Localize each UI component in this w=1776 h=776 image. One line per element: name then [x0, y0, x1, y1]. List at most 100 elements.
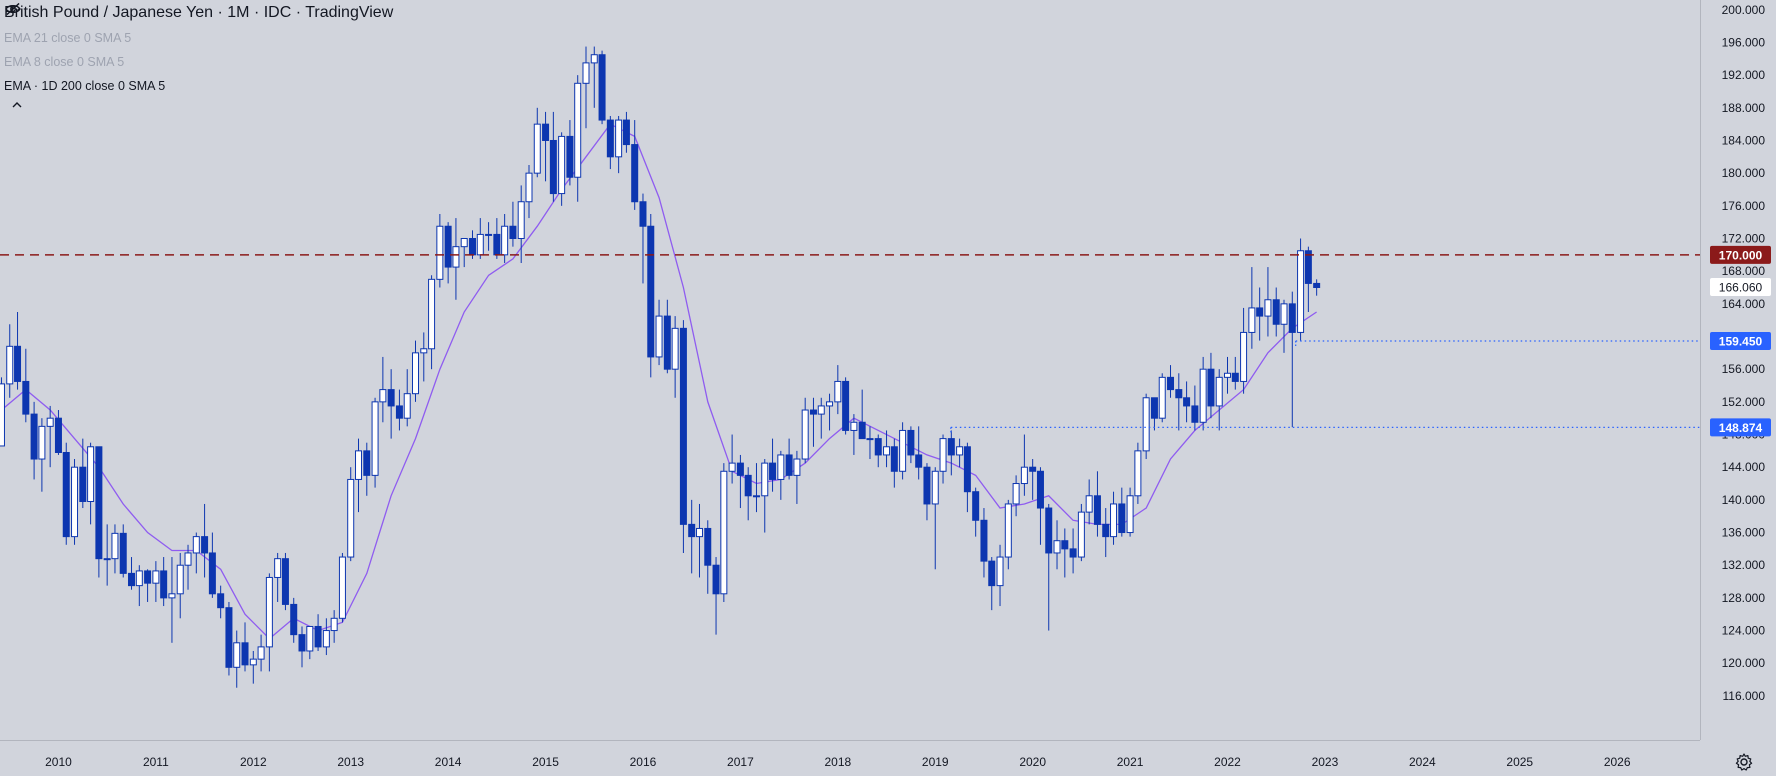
candle-body — [1036, 470, 1044, 509]
candle-body — [428, 278, 436, 350]
candle — [866, 426, 874, 460]
price-tick-label: 140.000 — [1722, 493, 1766, 507]
time-tick-label: 2023 — [1312, 755, 1339, 769]
gear-icon[interactable] — [1734, 752, 1754, 772]
candle — [322, 618, 330, 656]
candle-body — [257, 646, 265, 660]
candle — [793, 450, 801, 504]
candle — [663, 299, 671, 374]
candle-body — [412, 352, 420, 395]
time-tick-label: 2012 — [240, 755, 267, 769]
candle — [79, 438, 87, 509]
candle — [347, 467, 355, 562]
candle-body — [1191, 405, 1199, 423]
candle-body — [639, 201, 647, 227]
candle-body — [842, 380, 850, 431]
candle — [1280, 299, 1288, 353]
candle-body — [574, 82, 582, 178]
indicator-ema8[interactable]: EMA 8 close 0 SMA 5 — [4, 3, 393, 74]
candle-body — [79, 466, 87, 503]
candle — [883, 430, 891, 468]
candle-body — [62, 451, 70, 538]
candle — [939, 434, 947, 484]
eye-hidden-icon[interactable] — [4, 2, 22, 16]
candle-body — [801, 409, 809, 460]
candle-body — [817, 405, 825, 415]
candle — [314, 614, 322, 651]
price-tick-label: 132.000 — [1722, 558, 1766, 572]
candle — [817, 397, 825, 439]
candle — [582, 46, 590, 129]
candle — [590, 46, 598, 108]
candle — [249, 650, 257, 684]
price-tick-label: 180.000 — [1722, 166, 1766, 180]
candle-body — [736, 462, 744, 476]
candle — [1061, 528, 1069, 578]
candle — [274, 552, 282, 602]
candle — [1167, 365, 1175, 398]
candle-body — [444, 225, 452, 268]
candle — [1183, 381, 1191, 423]
level-layer[interactable]: 170.000 159.450 148.874 166.060 — [0, 245, 1771, 437]
candle-body — [704, 527, 712, 566]
candle-body — [387, 389, 395, 407]
candle — [217, 585, 225, 619]
symbol-title[interactable]: British Pound / Japanese Yen · 1M · IDC … — [4, 4, 394, 21]
price-axis[interactable]: 116.000 120.000 124.000 128.000 132.000 136.0… — [1700, 0, 1766, 740]
indicator-ema21[interactable]: EMA 21 close 0 SMA 5 — [4, 3, 393, 50]
candle-body — [363, 450, 371, 476]
candle — [606, 115, 614, 170]
indicator-ema200[interactable]: EMA · 1D 200 close 0 SMA 5 — [4, 74, 393, 98]
time-tick-label: 2019 — [922, 755, 949, 769]
candle — [915, 426, 923, 480]
current-price-label-bg — [1710, 278, 1771, 297]
candle — [6, 324, 14, 398]
candle-body — [371, 401, 379, 476]
chart-legend: British Pound / Japanese Yen · 1M · IDC … — [4, 2, 393, 98]
candle-layer — [0, 46, 1321, 688]
candle-body — [517, 201, 525, 239]
candle — [184, 544, 192, 590]
candle — [801, 397, 809, 464]
price-tick-label: 192.000 — [1722, 68, 1766, 82]
candle-body — [330, 617, 338, 632]
candle-body — [152, 570, 160, 584]
candle — [1304, 246, 1312, 313]
candle — [1118, 487, 1126, 537]
candle — [1069, 528, 1077, 574]
candle — [1313, 279, 1321, 296]
candle — [265, 573, 273, 672]
candle-body — [728, 462, 736, 472]
candle-body — [996, 556, 1004, 587]
candle-body — [525, 172, 533, 203]
candle — [769, 438, 777, 492]
candle — [1126, 487, 1134, 537]
candle — [972, 487, 980, 537]
candle-body — [0, 383, 5, 447]
candle — [542, 111, 550, 182]
candle — [931, 467, 939, 570]
candle — [704, 520, 712, 594]
candle — [923, 463, 931, 521]
candle — [549, 111, 557, 202]
candle — [1077, 503, 1085, 562]
candle — [379, 356, 387, 423]
candle-body — [168, 593, 176, 599]
candle — [436, 213, 444, 288]
candle — [1288, 291, 1296, 428]
candle — [1045, 503, 1053, 631]
candle-body — [956, 446, 964, 456]
candle — [615, 115, 623, 174]
time-axis[interactable]: 2010 2011 2012 2013 2014 2015 2016 2017 2018 2019… — [0, 740, 1700, 770]
candle-body — [241, 642, 249, 666]
candle — [501, 213, 509, 264]
candle — [574, 75, 582, 202]
candle-body — [87, 446, 95, 503]
candle-body — [1158, 376, 1166, 419]
candle — [1215, 369, 1223, 431]
candle — [14, 312, 22, 390]
collapse-legend-icon[interactable] — [10, 98, 24, 112]
candle — [752, 463, 760, 513]
